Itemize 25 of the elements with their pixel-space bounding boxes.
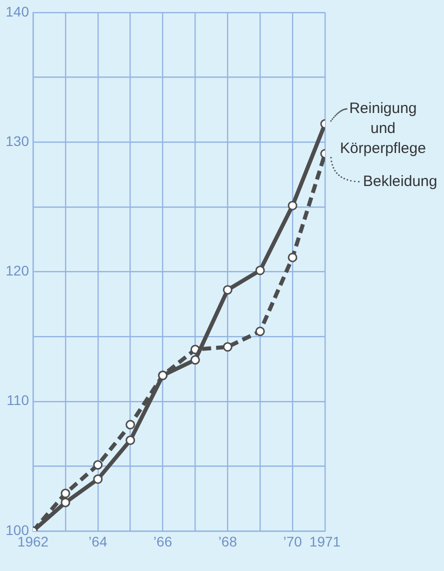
- y-tick-label: 140: [6, 3, 30, 20]
- x-tick-label: ’64: [88, 533, 108, 550]
- y-tick-label: 120: [6, 262, 30, 279]
- point: [60, 488, 70, 498]
- x-tick-label: ’66: [153, 533, 172, 550]
- x-tick-label: 1971: [309, 533, 341, 550]
- point: [60, 498, 70, 508]
- y-tick-label: 110: [6, 392, 30, 408]
- point: [288, 252, 298, 262]
- point: [288, 200, 298, 210]
- x-tick-label: ’68: [218, 533, 238, 550]
- point: [93, 460, 103, 470]
- y-tick-label: 130: [6, 132, 30, 149]
- series-label: Reinigung und Körperpflege: [340, 100, 426, 158]
- point: [93, 474, 103, 484]
- point: [255, 326, 265, 336]
- text: Bekleidung: [363, 172, 438, 190]
- x-tick-label: ’70: [283, 533, 302, 550]
- point: [126, 420, 136, 430]
- point: [126, 435, 136, 445]
- point: [190, 355, 200, 365]
- y-tick-label: 100: [6, 522, 30, 538]
- point: [255, 266, 265, 276]
- point: [222, 342, 232, 352]
- point: [222, 285, 232, 295]
